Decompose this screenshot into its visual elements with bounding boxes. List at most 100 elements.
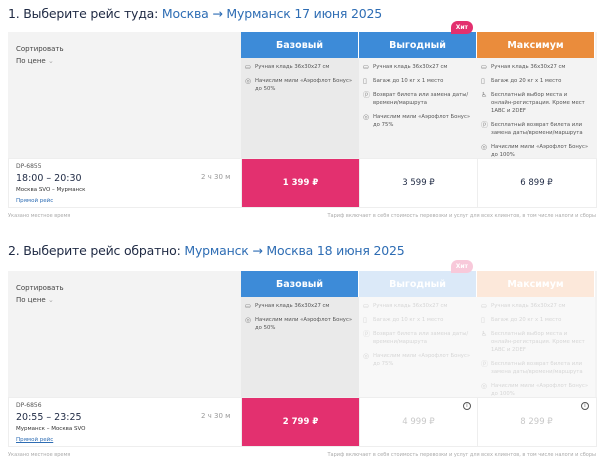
fare-feature: ♿ Бесплатный выбор места и онлайн-регистр… [481,330,591,354]
feature-text: Начислим мили «Аэрофлот Бонус» до 100% [491,144,589,158]
feature-text: Начислим мили «Аэрофлот Бонус» до 75% [373,114,471,128]
feature-text: Бесплатный возврат билета или замена дат… [491,122,583,136]
fare-column-0: Базовый ⛀ Ручная кладь 36х30х27 см ◎ Начисли… [241,271,359,397]
fare-header[interactable]: Выгодный [359,271,477,297]
fare-feature: ◎ Начислим мили «Аэрофлот Бонус» до 50% [245,316,355,332]
feature-text: Багаж до 10 кг х 1 место [373,78,444,84]
local-time-note: Указано местное время [8,452,71,458]
feature-text: Ручная кладь 36х30х27 см [373,303,448,309]
feature-text: Багаж до 20 кг х 1 место [491,78,562,84]
refund-icon: ⓟ [481,121,488,129]
fare-feature: ⓟ Возврат билета или замена даты/времени/… [363,91,473,107]
feature-text: Ручная кладь 36х30х27 см [373,64,448,70]
flight-route: Мурманск – Москва SVO [16,426,86,432]
chevron-down-icon: ⌄ [47,296,54,304]
feature-text: Бесплатный возврат билета или замена дат… [491,361,583,375]
feature-text: Багаж до 10 кг х 1 место [373,317,444,323]
refund-icon: ⓟ [363,330,370,338]
fare-feature: ⓟ Возврат билета или замена даты/времени/… [363,330,473,346]
fare-feature: ◎ Начислим мили «Аэрофлот Бонус» до 75% [363,352,473,368]
feature-text: Начислим мили «Аэрофлот Бонус» до 50% [255,317,353,331]
section-title: 1. Выберите рейс туда: Москва → Мурманск… [8,6,382,21]
fare-feature: ▯ Багаж до 20 кг х 1 место [481,77,591,85]
bag-icon: ⛀ [481,302,487,310]
hit-badge: Хит [450,260,473,273]
fare-header[interactable]: Выгодный [359,32,477,58]
flight-number: DP-6856 [16,402,42,409]
bag-icon: ⛀ [363,63,369,71]
miles-icon: ◎ [363,113,370,121]
price-value: 2 799 ₽ [282,417,319,427]
route-link[interactable]: Мурманск → Москва 18 июня 2025 [184,243,405,258]
feature-text: Бесплатный выбор места и онлайн-регистра… [491,92,585,114]
fare-column-0: Базовый ⛀ Ручная кладь 36х30х27 см ◎ Начисли… [241,32,359,158]
fare-feature: ◎ Начислим мили «Аэрофлот Бонус» до 50% [245,77,355,93]
bag-icon: ⛀ [481,63,487,71]
title-prefix: 2. Выберите рейс обратно: [8,243,181,258]
refund-icon: ⓟ [481,360,488,368]
luggage-icon: ▯ [481,77,485,85]
flight-times: 20:55 – 23:25 [16,412,82,423]
info-icon[interactable]: i [581,402,589,410]
sort-dropdown[interactable]: По цене ⌄ [16,57,54,65]
fare-includes-note: Тариф включает в себя стоимость перевозк… [327,452,596,458]
fare-price-button[interactable]: 2 799 ₽ [241,398,359,446]
feature-text: Начислим мили «Аэрофлот Бонус» до 100% [491,383,589,397]
bag-icon: ⛀ [245,63,251,71]
flight-duration: 2 ч 30 м [201,173,231,181]
miles-icon: ◎ [245,316,252,324]
fare-price-button[interactable]: 1 399 ₽ [241,159,359,207]
direct-flight-link[interactable]: Прямой рейс [16,198,54,204]
fare-price-button[interactable]: 8 299 ₽ i [477,398,595,446]
direct-flight-link[interactable]: Прямой рейс [16,437,54,443]
feature-text: Начислим мили «Аэрофлот Бонус» до 75% [373,353,471,367]
bag-icon: ⛀ [363,302,369,310]
fare-feature: ♿ Бесплатный выбор места и онлайн-регистр… [481,91,591,115]
miles-icon: ◎ [481,143,488,151]
fare-price-button[interactable]: 3 599 ₽ [359,159,477,207]
flight-row: DP-6856 20:55 – 23:25 Мурманск – Москва SV… [8,397,597,447]
luggage-icon: ▯ [363,77,367,85]
sort-label: Сортировать [16,45,64,53]
fare-feature: ⓟ Бесплатный возврат билета или замена да… [481,121,591,137]
fare-feature: ◎ Начислим мили «Аэрофлот Бонус» до 100% [481,382,591,398]
fare-feature: ▯ Багаж до 10 кг х 1 место [363,77,473,85]
local-time-note: Указано местное время [8,213,71,219]
refund-icon: ⓟ [363,91,370,99]
feature-text: Бесплатный выбор места и онлайн-регистра… [491,331,585,353]
price-value: 3 599 ₽ [402,178,435,188]
flight-duration: 2 ч 30 м [201,412,231,420]
fare-feature: ⛀ Ручная кладь 36х30х27 см [363,302,473,310]
chevron-down-icon: ⌄ [47,57,54,65]
seat-icon: ♿ [481,91,488,99]
sort-value: По цене [16,296,46,304]
feature-text: Ручная кладь 36х30х27 см [255,303,330,309]
info-icon[interactable]: i [463,402,471,410]
luggage-icon: ▯ [363,316,367,324]
route-link[interactable]: Москва → Мурманск 17 июня 2025 [161,6,383,21]
miles-icon: ◎ [481,382,488,390]
fare-header[interactable]: Базовый [241,32,359,58]
feature-text: Возврат билета или замена даты/времени/м… [373,92,469,106]
sort-dropdown[interactable]: По цене ⌄ [16,296,54,304]
fare-price-button[interactable]: 6 899 ₽ [477,159,595,207]
fare-header[interactable]: Базовый [241,271,359,297]
bag-icon: ⛀ [245,302,251,310]
fare-feature: ◎ Начислим мили «Аэрофлот Бонус» до 75% [363,113,473,129]
fare-header[interactable]: Максимум [477,32,595,58]
miles-icon: ◎ [245,77,252,85]
feature-text: Ручная кладь 36х30х27 см [491,303,566,309]
fare-column-2: Максимум ⛀ Ручная кладь 36х30х27 см ▯ Багаж … [477,271,595,397]
fare-price-button[interactable]: 4 999 ₽ i [359,398,477,446]
fare-table: Сортировать По цене ⌄ Базовый ⛀ Ручная кладь… [8,21,597,159]
fare-feature: ◎ Начислим мили «Аэрофлот Бонус» до 100% [481,143,591,159]
feature-text: Ручная кладь 36х30х27 см [491,64,566,70]
fare-table: Сортировать По цене ⌄ Базовый ⛀ Ручная кладь… [8,260,597,397]
fare-feature: ⛀ Ручная кладь 36х30х27 см [245,302,355,310]
flight-route: Москва SVO – Мурманск [16,187,86,193]
fare-header[interactable]: Максимум [477,271,595,297]
flight-number: DP-6855 [16,163,42,170]
fare-feature: ⛀ Ручная кладь 36х30х27 см [245,63,355,71]
fare-feature: ⓟ Бесплатный возврат билета или замена да… [481,360,591,376]
feature-text: Возврат билета или замена даты/времени/м… [373,331,469,345]
